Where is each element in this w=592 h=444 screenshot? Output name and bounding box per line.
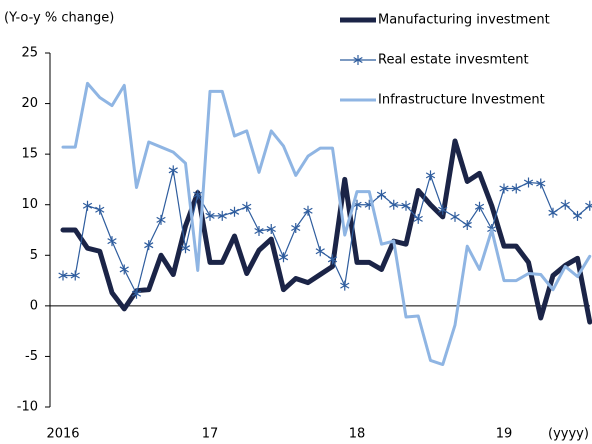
point-marker bbox=[95, 204, 105, 215]
point-marker bbox=[340, 280, 350, 291]
point-marker bbox=[438, 204, 448, 215]
point-marker bbox=[376, 189, 387, 200]
point-marker bbox=[254, 226, 264, 237]
legend-marker bbox=[353, 55, 363, 65]
point-marker bbox=[585, 200, 592, 211]
point-marker bbox=[168, 165, 178, 176]
point-marker bbox=[278, 252, 289, 263]
point-marker bbox=[242, 201, 252, 212]
point-marker bbox=[499, 183, 509, 194]
x-tick-label: 19 bbox=[496, 427, 513, 442]
point-marker bbox=[315, 246, 325, 257]
y-tick-label: 5 bbox=[30, 248, 38, 263]
point-marker bbox=[327, 254, 338, 265]
point-marker bbox=[523, 177, 534, 188]
point-marker bbox=[536, 178, 546, 189]
legend-label: Manufacturing investment bbox=[378, 13, 550, 28]
point-marker bbox=[180, 243, 191, 254]
legend-label: Real estate invesmtent bbox=[378, 53, 529, 68]
point-marker bbox=[58, 270, 68, 281]
point-marker bbox=[462, 219, 472, 230]
point-marker bbox=[70, 270, 80, 281]
point-marker bbox=[205, 210, 215, 221]
point-marker bbox=[450, 211, 460, 222]
point-marker bbox=[131, 288, 142, 299]
point-marker bbox=[389, 199, 399, 210]
x-tick-label: 18 bbox=[349, 427, 366, 442]
point-marker bbox=[548, 207, 558, 218]
y-tick-label: 10 bbox=[21, 197, 38, 212]
point-marker bbox=[401, 200, 411, 211]
point-marker bbox=[229, 206, 240, 217]
point-marker bbox=[291, 222, 301, 233]
point-marker bbox=[511, 183, 521, 194]
y-tick-label: 20 bbox=[21, 96, 38, 111]
point-marker bbox=[474, 201, 485, 212]
x-tick-label: 17 bbox=[202, 427, 219, 442]
point-marker bbox=[82, 200, 93, 211]
x-tick-label: 2016 bbox=[46, 427, 79, 442]
point-marker bbox=[107, 236, 117, 247]
y-tick-label: 25 bbox=[21, 46, 38, 61]
y-axis-label: (Y-o-y % change) bbox=[4, 11, 114, 26]
series-line bbox=[60, 138, 592, 325]
series-line bbox=[61, 81, 592, 367]
y-tick-label: -5 bbox=[25, 349, 38, 364]
y-tick-label: 15 bbox=[21, 147, 38, 162]
point-marker bbox=[144, 240, 154, 251]
point-marker bbox=[156, 214, 166, 225]
series-line bbox=[62, 169, 591, 295]
point-marker bbox=[560, 199, 570, 210]
point-marker bbox=[119, 264, 129, 275]
y-tick-label: -10 bbox=[17, 400, 38, 415]
point-marker bbox=[217, 210, 227, 221]
x-axis-label: (yyyy) bbox=[548, 427, 589, 442]
point-marker bbox=[303, 205, 313, 216]
point-marker bbox=[266, 223, 276, 234]
point-marker bbox=[572, 210, 583, 221]
point-marker bbox=[413, 213, 423, 224]
y-tick-label: 0 bbox=[30, 298, 38, 313]
point-marker bbox=[193, 189, 203, 200]
point-marker bbox=[425, 170, 436, 181]
legend-label: Infrastructure Investment bbox=[378, 93, 545, 108]
